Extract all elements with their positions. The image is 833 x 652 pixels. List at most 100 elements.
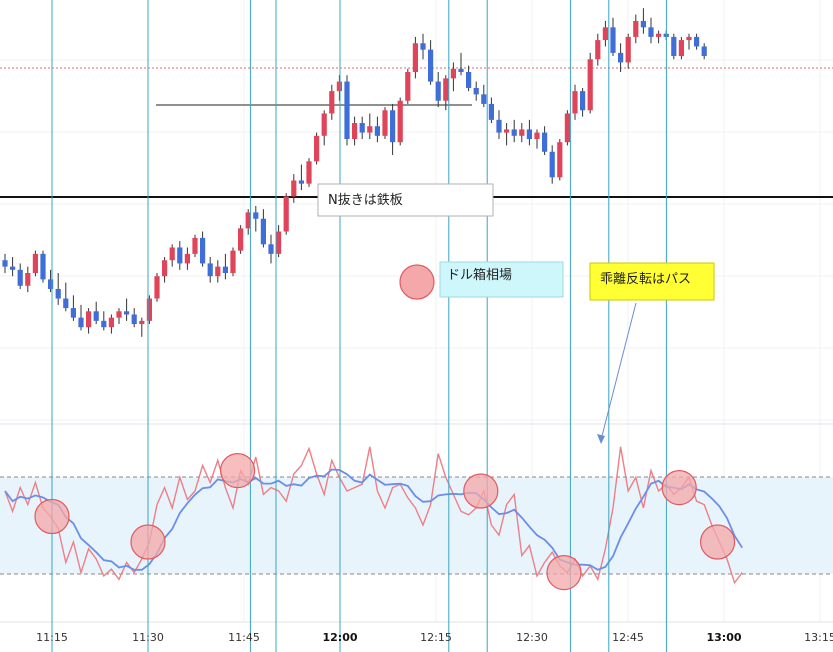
candle-body [86,311,92,328]
annotation-n-breakout-box [317,183,494,217]
candle-body [215,266,221,277]
x-axis: 11:15 11:30 11:45 12:00 12:15 12:30 12:45 13:00… [36,631,833,644]
candle-body [428,49,434,82]
circle-marker-5 [661,470,697,506]
candle-body [443,78,449,101]
candle-body [2,260,8,267]
annotation-dollar-box-text: ドル箱相場 [447,267,512,283]
candle-body [162,260,168,277]
candle-body [618,52,624,63]
x-tick-6: 12:45 [612,631,644,644]
candle-body [169,247,175,261]
candle-body [146,298,152,321]
annotation-divergence-arrow [600,302,637,441]
annotation-divergence-arrowhead [597,434,605,444]
candle-body [473,87,479,95]
candle-body [17,269,23,286]
candle-body [564,113,570,143]
circle-marker-0 [34,498,70,535]
candle-body [200,237,206,264]
candle-body [701,46,707,57]
annotation-n-breakout-text: N抜きは鉄板 [328,192,403,208]
circle-marker-6 [699,524,736,560]
annotation-dollar-box: ドル箱相場 [399,261,564,300]
candle-body [268,244,274,254]
candle-body [671,36,677,57]
candle-body [32,253,38,273]
candle-body [519,129,525,136]
candle-body [374,126,380,136]
candle-body [253,212,259,219]
candle-body [367,126,373,133]
candle-body [78,317,84,328]
x-tick-8: 13:15 [804,631,833,644]
candle-body [314,135,320,162]
circle-marker-4 [546,554,582,591]
candle-body [306,161,312,184]
x-tick-1: 11:30 [132,631,164,644]
annotation-divergence-text: 乖離反転はパス [600,272,691,287]
candle-body [633,20,639,37]
candle-body [488,103,494,120]
candle-body [245,212,251,229]
candle-body [496,119,502,133]
candle-body [276,231,282,254]
candle-body [405,72,411,101]
candle-body [466,72,472,88]
x-tick-4: 12:15 [420,631,452,644]
oscillator-pane [4,446,743,585]
candle-body [177,247,183,264]
candle-body [435,81,441,101]
candle-body [587,59,593,111]
candle-body [230,250,236,273]
circle-marker-2 [220,453,256,489]
candle-body [397,100,403,143]
candle-body [390,110,396,143]
oscillator-fast-line [4,446,743,585]
candle-body [70,308,76,318]
candle-body [329,91,335,114]
candle-body [648,27,654,37]
annotation-n-breakout: N抜きは鉄板 [317,183,494,217]
candle-body [557,142,563,178]
candle-body [420,43,426,50]
x-tick-5: 12:30 [516,631,548,644]
candle-body [40,253,46,280]
candle-body [511,129,517,136]
x-tick-7: 13:00 [706,631,741,644]
candle-body [63,298,69,309]
candle-body [222,266,228,273]
candle-body [291,180,297,197]
candle-body [481,94,487,104]
oscillator-slow-line [4,468,743,571]
candle-body [336,81,342,92]
candle-body [207,263,213,277]
candle-body [10,266,16,270]
x-tick-3: 12:00 [322,631,357,644]
candle-body [283,196,289,232]
oscillator-band [0,476,833,575]
candle-body [549,151,555,178]
x-tick-2: 11:45 [228,631,260,644]
candle-body [572,91,578,114]
annotation-divergence-box [589,262,715,301]
candle-body [48,279,54,289]
candle-body [116,311,122,318]
candle-body [686,36,692,41]
candle-body [656,33,662,37]
annotation-dollar-box-label-bg [439,261,564,298]
candle-body [694,36,700,47]
annotation-divergence: 乖離反転はパス [589,262,715,444]
candle-body [640,20,646,28]
candle-body [93,311,99,321]
candle-body [625,36,631,63]
candle-body [678,40,684,57]
circle-markers [34,453,736,591]
candle-body [504,129,510,133]
candle-body [344,81,350,139]
candle-body [101,320,107,328]
candle-body [260,218,266,245]
candle-body [139,320,145,325]
annotation-dollar-box-circle [399,264,435,300]
